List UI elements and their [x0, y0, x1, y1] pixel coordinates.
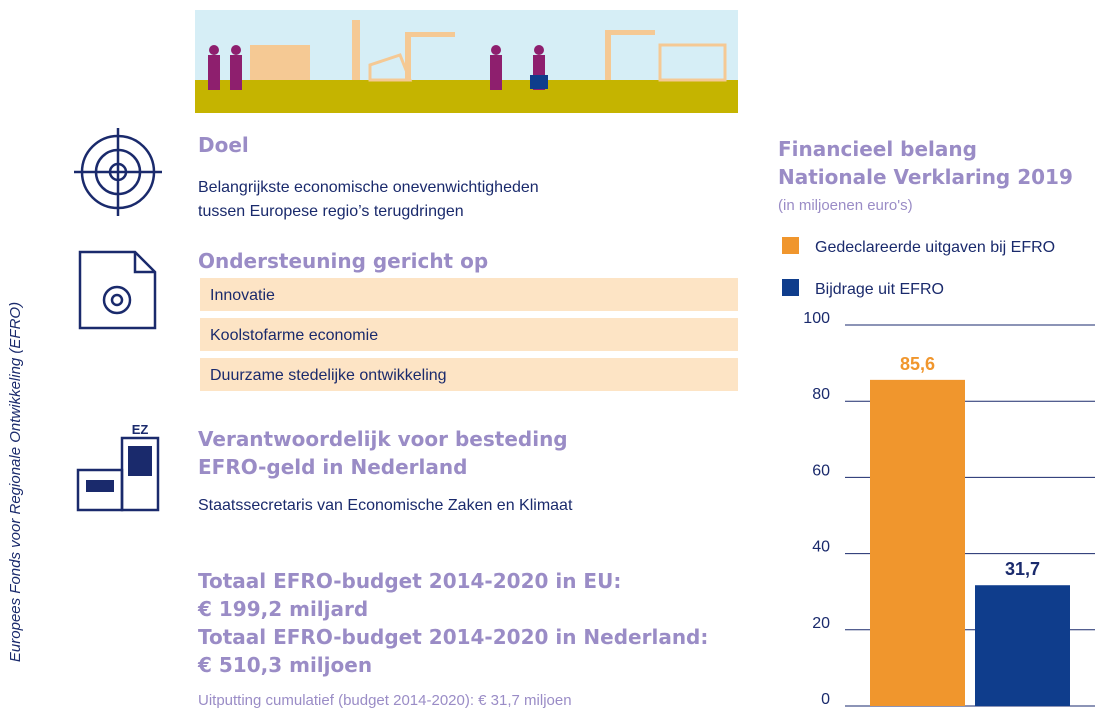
value-label: 85,6 — [900, 354, 935, 374]
chart-title: Nationale Verklaring 2019 — [778, 165, 1073, 189]
document-icon — [78, 250, 157, 330]
heading: Verantwoordelijk voor besteding — [198, 427, 568, 451]
y-tick-label: 100 — [803, 310, 830, 327]
y-tick-label: 80 — [812, 386, 830, 403]
body-text: Staatssecretaris van Economische Zaken e… — [198, 497, 573, 514]
banner — [195, 10, 738, 113]
y-tick-label: 20 — [812, 615, 830, 632]
legend-label: Gedeclareerde uitgaven bij EFRO — [815, 239, 1055, 256]
target-icon — [74, 128, 162, 216]
icon-label: EZ — [132, 422, 149, 437]
item-box — [200, 318, 738, 351]
budget-line: € 199,2 miljard — [197, 597, 368, 621]
chart-title: Financieel belang — [778, 137, 977, 161]
item: Innovatie — [210, 287, 275, 304]
heading: Ondersteuning gericht op — [198, 249, 488, 273]
budget-note: Uitputting cumulatief (budget 2014-2020)… — [198, 692, 572, 709]
y-tick-label: 40 — [812, 539, 830, 556]
heading: Doel — [198, 133, 249, 157]
bar — [870, 379, 965, 706]
legend-label: Bijdrage uit EFRO — [815, 281, 944, 298]
sidebar: Europees Fonds voor Regionale Ontwikkeli… — [7, 302, 24, 662]
y-tick-label: 0 — [821, 691, 830, 708]
budget-line: € 510,3 miljoen — [197, 653, 372, 677]
body-text: Belangrijkste economische onevenwichtigh… — [198, 179, 539, 196]
heading: EFRO-geld in Nederland — [198, 455, 467, 479]
value-label: 31,7 — [1005, 559, 1040, 579]
item-box — [200, 278, 738, 311]
legend-swatch — [782, 279, 799, 296]
bar — [975, 585, 1070, 706]
item: Duurzame stedelijke ontwikkeling — [210, 367, 447, 384]
building-icon — [76, 436, 160, 512]
legend-swatch — [782, 237, 799, 254]
budget-line: Totaal EFRO-budget 2014-2020 in Nederlan… — [198, 625, 708, 649]
y-tick-label: 60 — [812, 462, 830, 479]
item: Koolstofarme economie — [210, 327, 378, 344]
budget-line: Totaal EFRO-budget 2014-2020 in EU: — [198, 569, 621, 593]
chart-subtitle: (in miljoenen euro's) — [778, 197, 913, 214]
item-box — [200, 358, 738, 391]
body-text: tussen Europese regio’s terugdringen — [198, 203, 464, 220]
